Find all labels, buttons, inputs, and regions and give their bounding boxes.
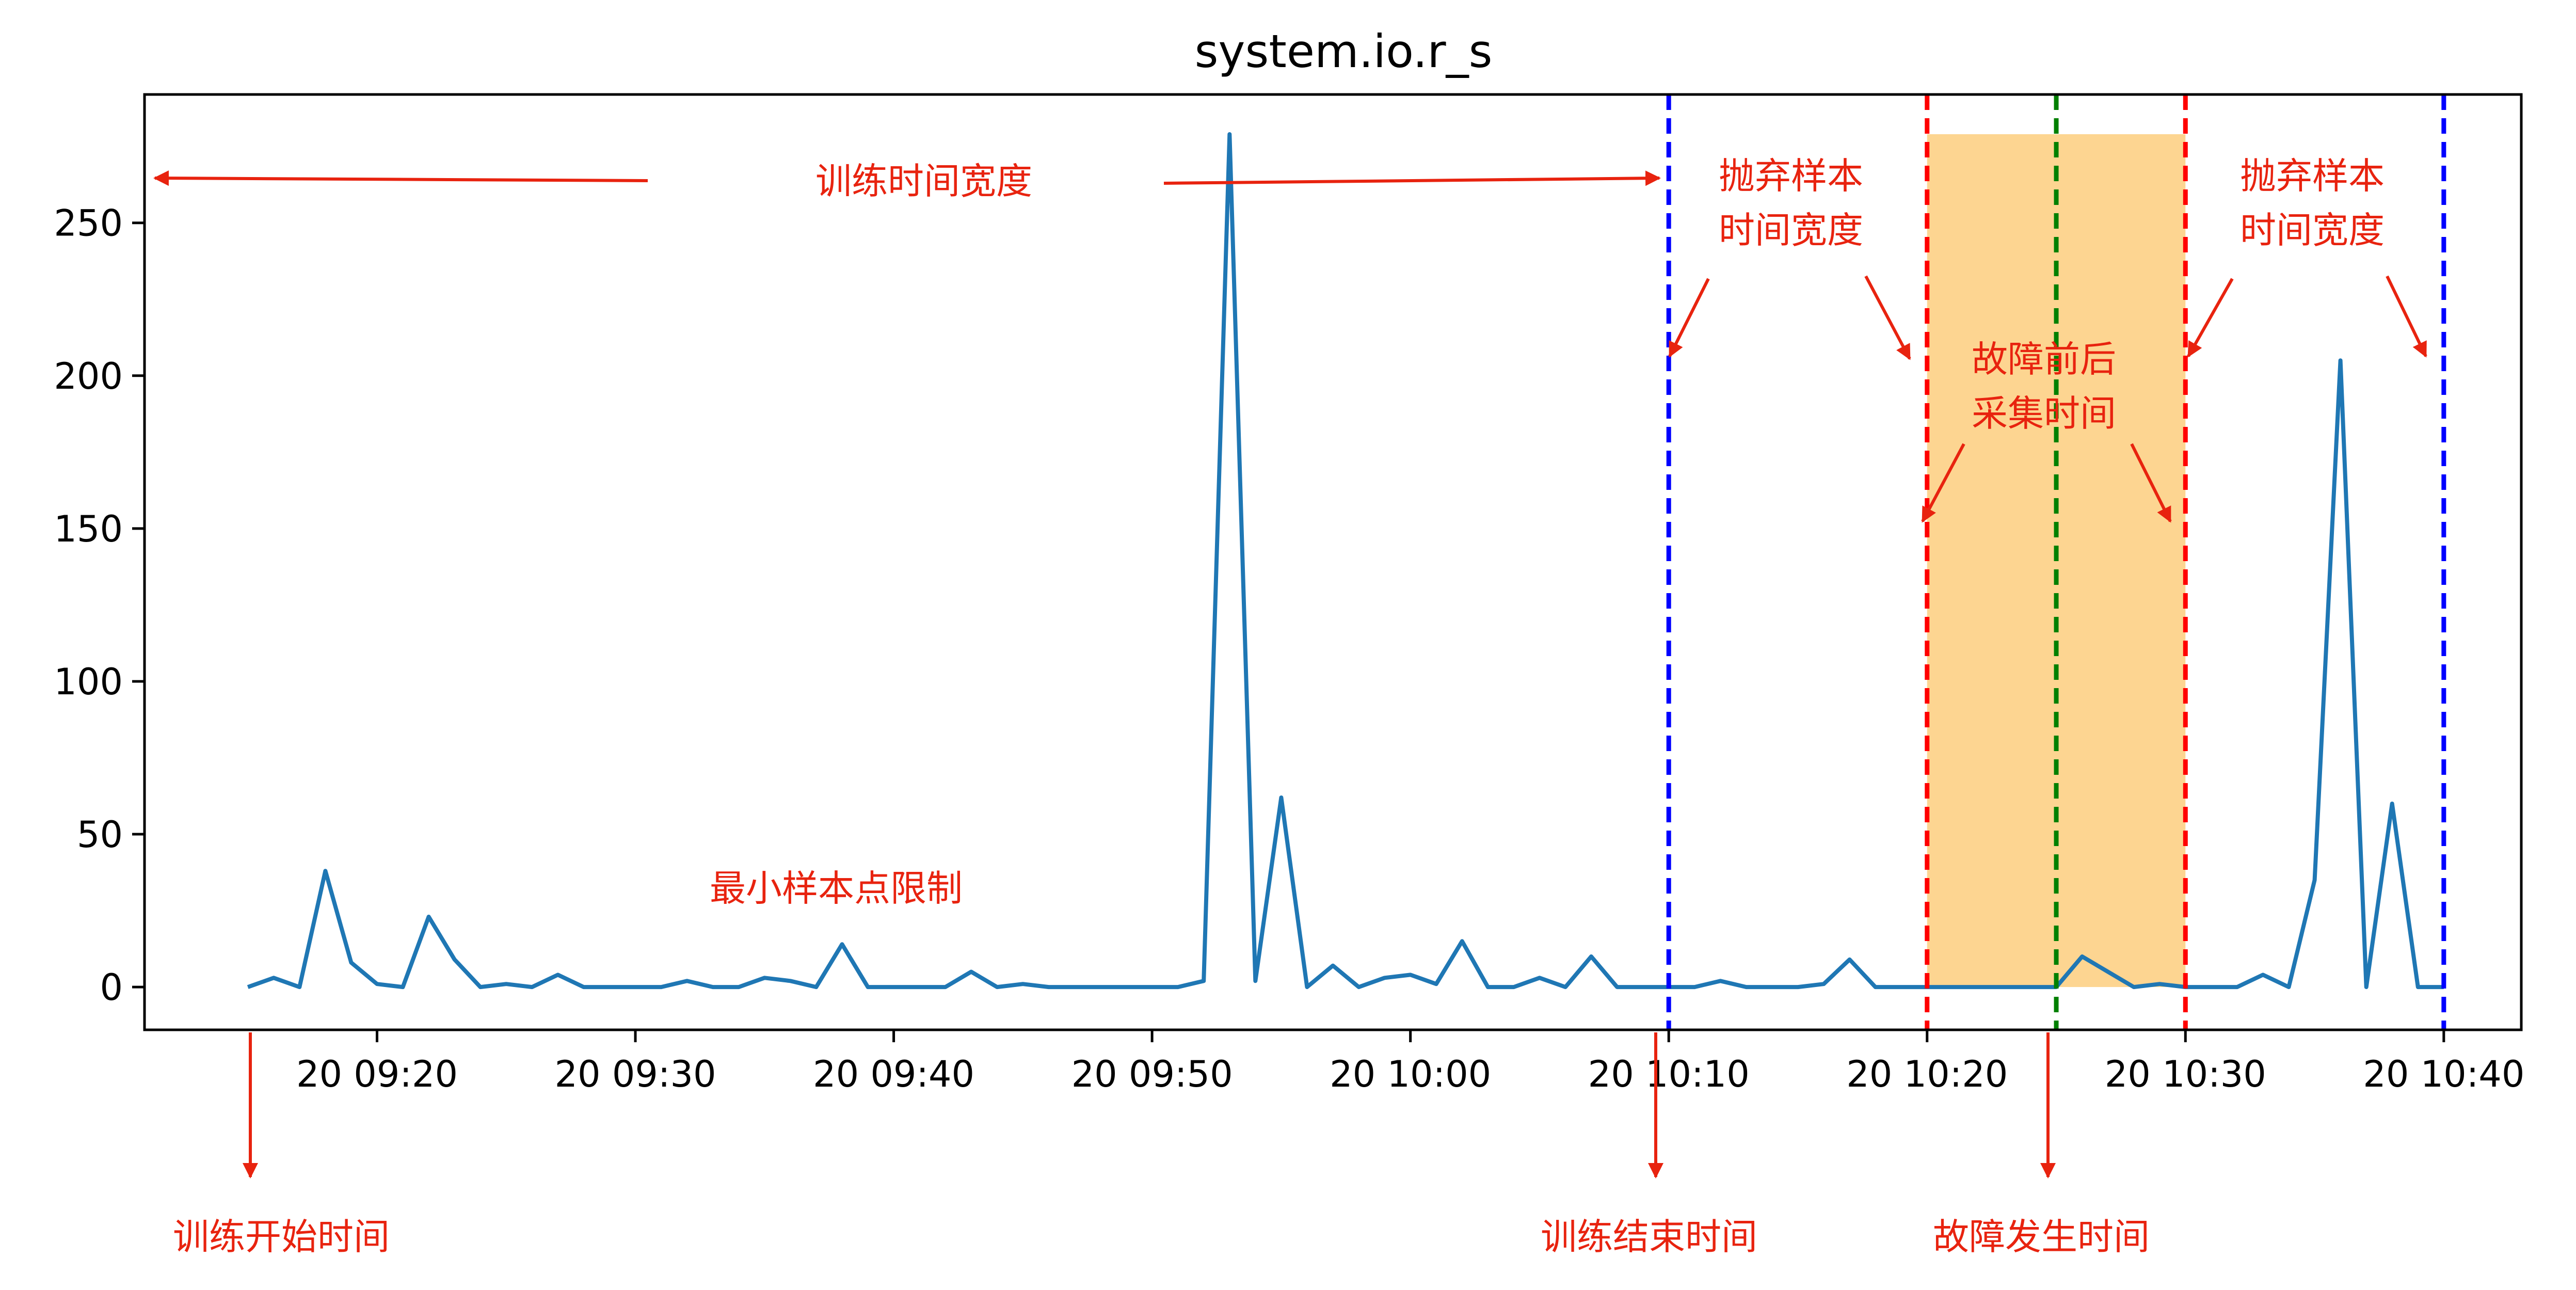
x-tick-label: 20 10:20 xyxy=(1846,1053,2008,1095)
annotation-discard-right-line1: 抛弃样本 xyxy=(2240,155,2385,197)
annotation-train-start: 训练开始时间 xyxy=(173,1216,390,1258)
arrow-train-width-left xyxy=(153,170,648,186)
x-axis: 20 09:20 20 09:30 20 09:40 20 09:50 20 10:00… xyxy=(296,1030,2524,1095)
plot-frame xyxy=(143,93,2523,1031)
series-layer xyxy=(247,132,2444,990)
y-tick-label: 150 xyxy=(54,508,123,550)
annotation-discard-right-line2: 时间宽度 xyxy=(2240,209,2385,251)
x-tick-label: 20 10:10 xyxy=(1588,1053,1750,1095)
arrow-discard-left-a xyxy=(1668,278,1710,358)
x-tick-label: 20 09:20 xyxy=(296,1053,458,1095)
y-axis: 0 50 100 150 200 250 xyxy=(54,202,145,1009)
annotation-collect-line2: 采集时间 xyxy=(1972,392,2116,435)
annotation-fault-time: 故障发生时间 xyxy=(1933,1216,2150,1258)
annotation-discard-left-line2: 时间宽度 xyxy=(1719,209,1863,251)
annotation-train-width: 训练时间宽度 xyxy=(815,160,1032,202)
x-tick-label: 20 09:50 xyxy=(1071,1053,1233,1095)
annotation-min-samples: 最小样本点限制 xyxy=(710,867,963,910)
vline-layer xyxy=(1666,94,2446,1030)
annotation-train-end: 训练结束时间 xyxy=(1541,1216,1757,1258)
arrow-discard-right-b xyxy=(2386,275,2427,358)
y-tick-label: 50 xyxy=(77,814,123,856)
annotation-collect-line1: 故障前后 xyxy=(1972,338,2116,380)
x-tick-label: 20 10:00 xyxy=(1330,1053,1491,1095)
arrow-collect-left xyxy=(1921,443,1965,523)
series-line xyxy=(247,132,2444,990)
arrow-discard-right-a xyxy=(2187,278,2234,358)
y-tick-label: 100 xyxy=(54,661,123,703)
y-tick-label: 0 xyxy=(100,966,123,1009)
annotation-arrows xyxy=(153,170,2427,1178)
arrow-train-width-right xyxy=(1163,170,1661,186)
x-tick-label: 20 10:30 xyxy=(2105,1053,2266,1095)
y-tick-label: 250 xyxy=(54,202,123,245)
chart-title: system.io.r_s xyxy=(1195,25,1493,78)
x-tick-label: 20 09:30 xyxy=(555,1053,716,1095)
arrow-collect-right xyxy=(2130,443,2172,523)
y-tick-label: 200 xyxy=(54,355,123,397)
annotation-discard-left-line1: 抛弃样本 xyxy=(1719,155,1863,197)
x-tick-label: 20 10:40 xyxy=(2363,1053,2524,1095)
arrow-discard-left-b xyxy=(1864,275,1911,360)
x-tick-label: 20 09:40 xyxy=(813,1053,974,1095)
